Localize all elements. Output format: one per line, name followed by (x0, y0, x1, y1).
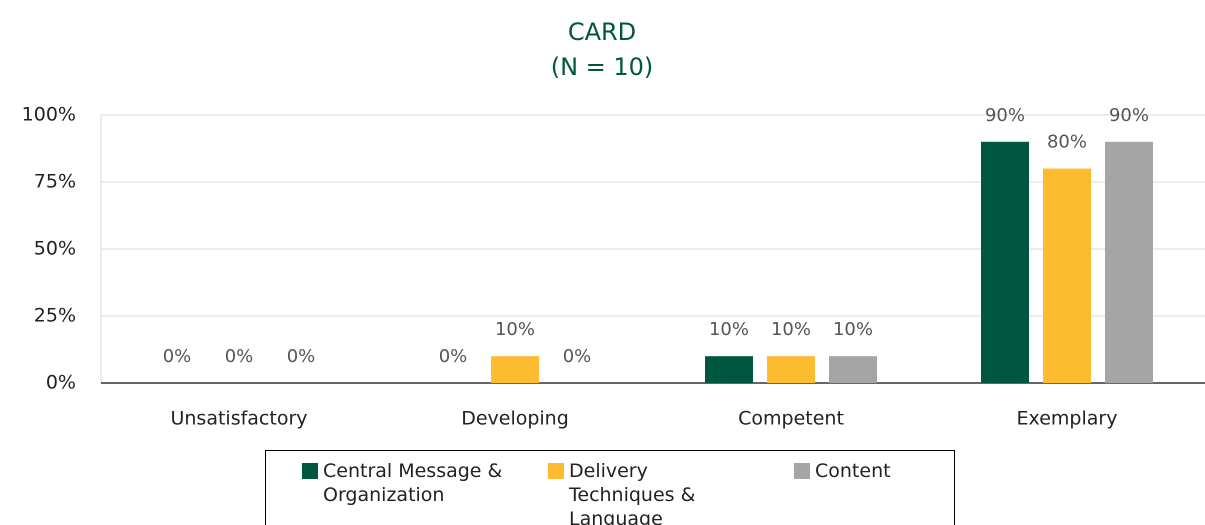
bar (981, 141, 1029, 383)
y-tick-label: 50% (34, 238, 76, 260)
legend-item: Central Message & Organization (302, 459, 512, 525)
legend-label: Central Message & Organization (323, 460, 503, 506)
bar (491, 356, 539, 383)
chart-subtitle: (N = 10) (551, 53, 654, 81)
legend-label: Content (815, 460, 891, 482)
legend: Central Message & Organization Delivery T… (265, 450, 955, 525)
bar (1043, 168, 1091, 383)
legend-swatch (302, 463, 318, 479)
value-label: 90% (1109, 105, 1149, 126)
bar (1105, 141, 1153, 383)
value-label: 10% (495, 319, 535, 340)
legend-swatch (548, 463, 564, 479)
x-tick-label: Competent (738, 408, 844, 430)
x-tick-label: Exemplary (1017, 408, 1118, 430)
value-label: 0% (563, 346, 592, 367)
bar (829, 356, 877, 383)
value-label: 90% (985, 105, 1025, 126)
legend-label: Delivery Techniques & Language (569, 460, 696, 525)
y-tick-label: 75% (34, 171, 76, 193)
y-tick-label: 0% (46, 372, 76, 394)
legend-item: Content (794, 459, 914, 525)
x-tick-label: Unsatisfactory (170, 408, 307, 430)
legend-item: Delivery Techniques & Language (548, 459, 758, 525)
value-label: 10% (771, 319, 811, 340)
value-label: 80% (1047, 132, 1087, 153)
value-label: 10% (709, 319, 749, 340)
value-label: 0% (225, 346, 254, 367)
value-label: 0% (439, 346, 468, 367)
bar (767, 356, 815, 383)
legend-swatch (794, 463, 810, 479)
y-tick-label: 25% (34, 305, 76, 327)
value-label: 10% (833, 319, 873, 340)
bar (705, 356, 753, 383)
value-label: 0% (163, 346, 192, 367)
chart-title: CARD (568, 18, 636, 46)
value-label: 0% (287, 346, 316, 367)
x-tick-label: Developing (461, 408, 569, 430)
y-tick-label: 100% (22, 104, 76, 126)
